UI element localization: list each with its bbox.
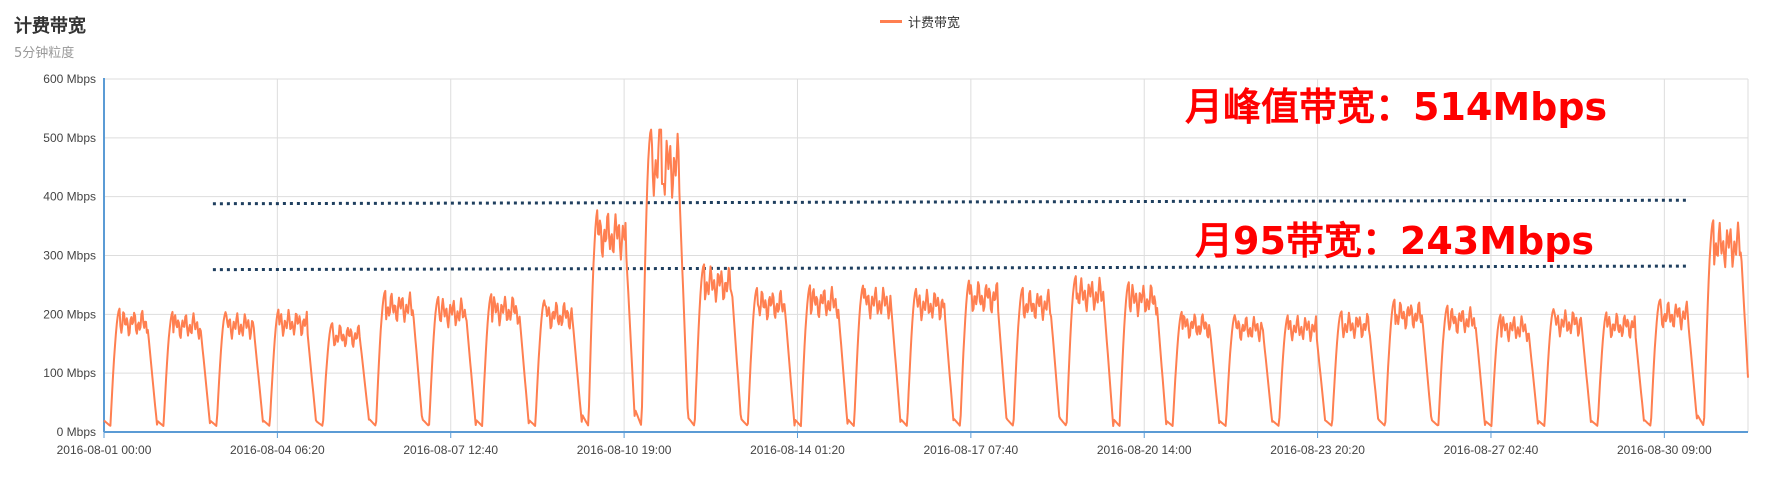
y-tick-label: 100 Mbps: [43, 366, 96, 380]
x-tick-label: 2016-08-10 19:00: [577, 443, 672, 457]
x-tick-label: 2016-08-14 01:20: [750, 443, 845, 457]
x-tick-label: 2016-08-01 00:00: [57, 443, 152, 457]
chart-title: 计费带宽: [14, 16, 86, 37]
legend-label: 计费带宽: [908, 16, 961, 31]
x-tick-label: 2016-08-07 12:40: [403, 443, 498, 457]
x-tick-label: 2016-08-17 07:40: [923, 443, 1018, 457]
legend[interactable]: 计费带宽: [880, 12, 960, 31]
y-tick-label: 200 Mbps: [43, 307, 96, 321]
y-tick-label: 0 Mbps: [57, 425, 96, 439]
y-tick-label: 500 Mbps: [43, 131, 96, 145]
reference-line-0: [212, 198, 1690, 206]
x-tick-label: 2016-08-30 09:00: [1617, 443, 1712, 457]
peak-annotation: 月峰值带宽：514Mbps: [1185, 85, 1608, 129]
p95-annotation: 月95带宽：243Mbps: [1195, 219, 1595, 263]
x-tick-label: 2016-08-23 20:20: [1270, 443, 1365, 457]
chart-axes: 0 Mbps 100 Mbps 200 Mbps 300 Mbps 400 Mbps 50…: [43, 72, 1748, 457]
legend-swatch-icon: [880, 20, 902, 23]
x-tick-label: 2016-08-27 02:40: [1444, 443, 1539, 457]
y-tick-label: 600 Mbps: [43, 72, 96, 86]
series-line-0: [103, 128, 1749, 428]
chart-subtitle: 5分钟粒度: [14, 46, 75, 61]
y-tick-label: 400 Mbps: [43, 190, 96, 204]
series-group: [103, 128, 1749, 428]
reference-lines: [212, 198, 1690, 272]
x-tick-label: 2016-08-20 14:00: [1097, 443, 1192, 457]
y-tick-label: 300 Mbps: [43, 249, 96, 263]
x-tick-label: 2016-08-04 06:20: [230, 443, 325, 457]
reference-line-1: [212, 264, 1690, 272]
